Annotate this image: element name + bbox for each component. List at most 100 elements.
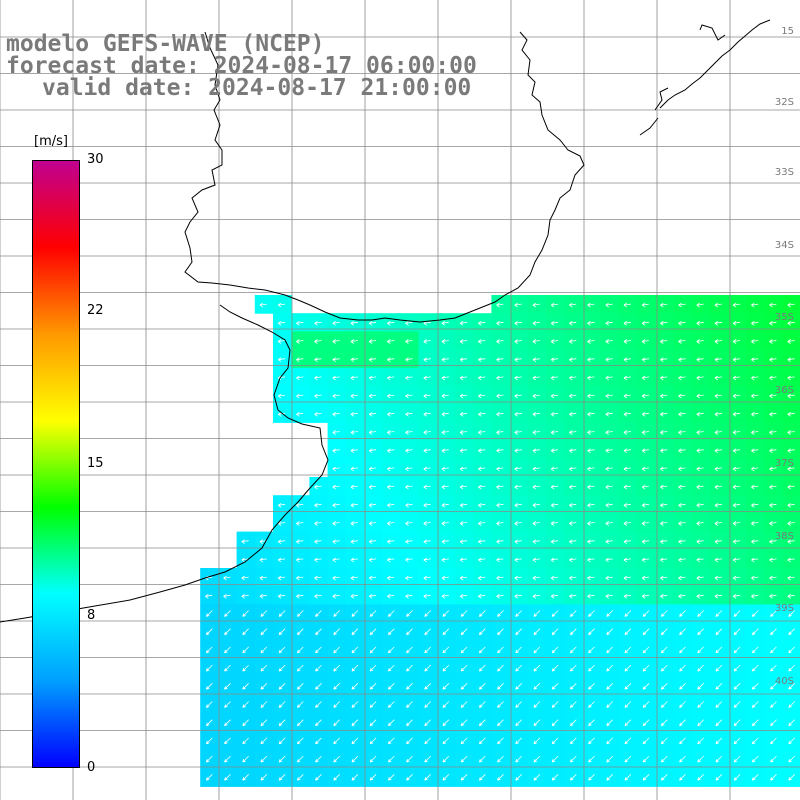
wind-arrow (515, 737, 522, 745)
wind-arrow (551, 719, 559, 727)
wind-arrow (260, 683, 268, 690)
wind-arrow (696, 339, 704, 344)
wind-arrow (569, 339, 577, 344)
wind-arrow (769, 466, 777, 472)
wind-arrow (714, 411, 722, 417)
wind-arrow (296, 755, 304, 763)
wind-arrow (678, 539, 686, 545)
wind-arrow (751, 393, 759, 399)
wind-arrow (460, 719, 468, 727)
wind-arrow (623, 539, 631, 545)
wind-arrow (770, 610, 777, 617)
wind-arrow (587, 466, 595, 472)
wind-arrow (350, 557, 358, 563)
wind-arrow (423, 339, 431, 344)
wind-arrow (678, 375, 686, 381)
wind-arrow (588, 774, 595, 781)
wind-arrow (441, 557, 449, 563)
wind-arrow (350, 339, 358, 344)
wind-arrow (770, 664, 777, 672)
wind-arrow (387, 774, 395, 781)
wind-arrow (715, 701, 723, 708)
wind-arrow (497, 737, 504, 745)
wind-arrow (441, 466, 449, 472)
wind-arrow (405, 557, 413, 563)
wind-arrow (733, 646, 741, 654)
wind-arrow (587, 375, 595, 381)
wind-arrow (678, 411, 686, 417)
wind-arrow (569, 466, 577, 472)
wind-arrow (533, 701, 541, 708)
wind-arrow (278, 664, 286, 672)
wind-arrow (387, 664, 395, 672)
wind-arrow (478, 466, 486, 472)
wind-arrow (641, 411, 650, 417)
wind-arrow (241, 575, 249, 581)
wind-arrow (551, 646, 559, 654)
wind-arrow (514, 320, 522, 326)
wind-arrow (533, 664, 541, 672)
wind-arrow (515, 719, 522, 727)
wind-arrow (296, 320, 304, 326)
wind-arrow (550, 339, 559, 344)
wind-arrow (569, 320, 577, 326)
wind-arrow (314, 357, 322, 363)
wind-arrow (623, 339, 631, 344)
wind-arrow (459, 411, 468, 417)
wind-arrow (515, 683, 522, 690)
wind-arrow (441, 593, 449, 599)
wind-arrow (514, 339, 522, 344)
wind-arrow (441, 521, 449, 526)
wind-arrow (224, 664, 231, 672)
wind-arrow (387, 521, 395, 526)
wind-arrow (569, 646, 577, 654)
lat-label: 33S (774, 167, 794, 178)
wind-arrow (296, 339, 304, 344)
wind-arrow (550, 557, 559, 563)
wind-arrow (623, 484, 631, 490)
wind-arrow (551, 701, 559, 708)
wind-arrow (769, 575, 777, 581)
wind-arrow (751, 755, 759, 763)
wind-arrow (733, 737, 741, 745)
wind-arrow (514, 593, 522, 599)
wind-arrow (369, 755, 377, 763)
wind-arrow (532, 411, 540, 417)
wind-arrow (732, 502, 741, 508)
wind-arrow (732, 448, 741, 454)
wind-arrow (787, 430, 795, 435)
wind-arrow (369, 719, 377, 727)
wind-arrow (333, 701, 340, 708)
wind-arrow (278, 774, 286, 781)
wind-arrow (296, 357, 304, 363)
wind-arrow (387, 755, 395, 763)
wind-arrow (406, 610, 413, 617)
wind-arrow (406, 755, 413, 763)
wind-arrow (459, 484, 468, 490)
wind-arrow (515, 701, 522, 708)
wind-arrow (224, 646, 231, 654)
wind-arrow (587, 357, 595, 363)
wind-arrow (751, 683, 759, 690)
wind-arrow (697, 774, 704, 781)
wind-arrow (514, 375, 522, 381)
wind-arrow (550, 539, 559, 545)
wind-arrow (296, 664, 304, 672)
wind-arrow (532, 466, 540, 472)
wind-arrow (732, 339, 741, 344)
wind-arrow (641, 484, 650, 490)
wind-arrow (660, 448, 668, 454)
wind-arrow (569, 557, 577, 563)
wind-arrow (296, 502, 304, 508)
wind-arrow (459, 521, 468, 526)
wind-arrow (497, 774, 504, 781)
wind-arrow (405, 593, 413, 599)
wind-arrow (224, 737, 231, 745)
wind-arrow (732, 430, 741, 435)
wind-arrow (442, 755, 450, 763)
wind-arrow (678, 339, 686, 344)
wind-arrow (314, 539, 322, 545)
wind-arrow (514, 430, 522, 435)
wind-arrow (497, 683, 504, 690)
wind-arrow (478, 701, 486, 708)
